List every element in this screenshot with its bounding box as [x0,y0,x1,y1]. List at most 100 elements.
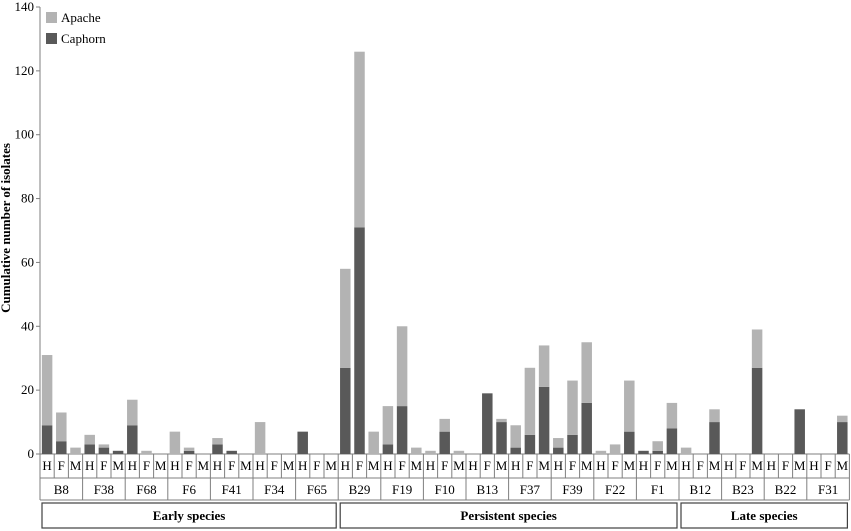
bar-caphorn [56,441,67,454]
condition-label: F [398,458,405,473]
bar-caphorn [837,422,848,454]
bar-caphorn [709,422,720,454]
species-label: F39 [562,482,582,497]
bar-apache [709,409,720,423]
y-tick-label: 120 [15,63,35,78]
condition-label: H [255,458,264,473]
condition-label: H [767,458,776,473]
bar-apache [368,431,379,454]
bar-caphorn [794,409,805,454]
group-label: Early species [153,508,226,523]
legend-swatch-caphorn [46,33,57,44]
condition-label: H [596,458,605,473]
bar-caphorn [297,431,308,454]
bar-caphorn [482,393,493,454]
condition-label: M [453,458,465,473]
legend-swatch-apache [46,12,57,23]
bar-apache [411,447,422,454]
bar-caphorn [354,227,365,454]
species-label: F10 [435,482,455,497]
condition-label: H [724,458,733,473]
condition-label: F [313,458,320,473]
condition-label: F [739,458,746,473]
y-tick-label: 140 [15,0,35,14]
group-box [680,502,848,529]
bar-apache [666,402,678,429]
species-label: B29 [349,482,371,497]
condition-label: F [356,458,363,473]
condition-label: M [581,458,593,473]
legend-label-caphorn: Caphorn [61,31,106,46]
bar-apache [595,450,607,454]
condition-label: M [70,458,82,473]
bar-apache [183,447,195,451]
bar-caphorn [226,450,237,454]
bar-caphorn [84,444,95,454]
condition-label: M [155,458,167,473]
condition-label: F [100,458,107,473]
bar-apache [70,447,81,454]
condition-label: H [639,458,648,473]
bar-apache [567,380,578,435]
condition-label: H [85,458,94,473]
bar-caphorn [496,422,507,454]
condition-label: F [185,458,192,473]
bar-caphorn [510,447,521,454]
condition-label: M [198,458,210,473]
bar-caphorn [638,450,649,454]
condition-label: H [42,458,51,473]
bar-apache [340,268,351,368]
condition-label: M [709,458,721,473]
bar-caphorn [112,450,124,454]
bar-apache [141,450,152,454]
y-tick-label: 40 [21,318,34,333]
axes: 0 20 40 60 80 100 120 140 [15,0,850,461]
species-label: B8 [54,482,69,497]
condition-label: H [341,458,350,473]
condition-label: H [809,458,818,473]
bar-apache [524,367,536,435]
species-label: B23 [732,482,754,497]
bar-apache [127,399,138,426]
y-tick-label: 20 [21,382,34,397]
condition-label: F [58,458,65,473]
bar-caphorn [652,450,663,454]
condition-label: F [569,458,576,473]
bar-apache [624,380,635,432]
bar-apache [581,342,592,403]
condition-label: H [170,458,179,473]
bar-apache [510,425,521,448]
condition-label: H [128,458,137,473]
condition-label: H [426,458,435,473]
bar-caphorn [553,447,564,454]
condition-label: F [697,458,704,473]
bar-apache [496,418,507,423]
bar-caphorn [666,428,678,454]
condition-label: M [411,458,423,473]
condition-label: H [468,458,477,473]
condition-label: H [554,458,563,473]
bar-apache [553,438,564,448]
bar-apache [98,444,110,448]
condition-label: F [654,458,661,473]
condition-label: F [143,458,150,473]
bar-apache [169,431,181,454]
y-tick-label: 60 [21,254,34,269]
bar-apache [254,422,266,454]
bar-caphorn [524,434,536,454]
bar-apache [751,329,763,368]
condition-label: F [824,458,831,473]
group-label: Persistent species [460,508,556,523]
condition-label: H [511,458,520,473]
species-label: F6 [182,482,196,497]
species-label: F34 [264,482,285,497]
condition-label: H [213,458,222,473]
species-label: B13 [476,482,498,497]
species-label: F68 [136,482,156,497]
y-tick-label: 80 [21,191,34,206]
legend-label-apache: Apache [61,10,101,25]
bar-caphorn [538,386,550,454]
bar-apache [538,345,550,387]
condition-label: H [298,458,307,473]
condition-label: M [837,458,849,473]
